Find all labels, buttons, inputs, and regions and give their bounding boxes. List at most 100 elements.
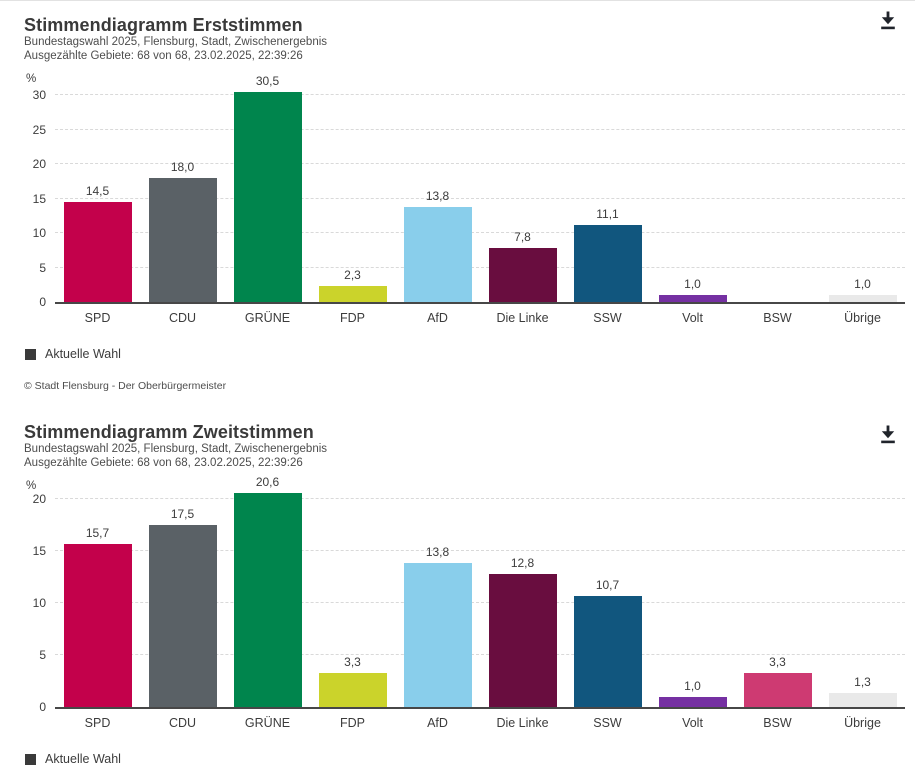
bar-value-label: 13,8 [425, 545, 450, 560]
bar-slot-bsw [735, 86, 820, 302]
chart-title: Stimmendiagramm Erststimmen [24, 15, 303, 35]
gridline [55, 128, 905, 130]
bar-die-linke [488, 573, 557, 707]
bar-slot-spd: 14,5 [55, 86, 140, 302]
bar--brige [828, 295, 897, 302]
bar-slot-bsw: 3,3 [735, 493, 820, 707]
bar-ssw [573, 225, 642, 302]
legend-swatch [25, 348, 36, 360]
chart-status-line: Ausgezählte Gebiete: 68 von 68, 23.02.20… [24, 49, 303, 62]
y-axis-tick-label: 10 [32, 596, 46, 610]
x-axis-category-label: BSW [763, 311, 792, 325]
x-axis-category-label: SPD [84, 716, 111, 730]
gridline [55, 498, 905, 499]
legend-label: Aktuelle Wahl [45, 752, 121, 766]
download-button[interactable] [875, 423, 901, 449]
x-axis-category-label: FDP [340, 716, 365, 730]
x-axis-category-label: CDU [168, 311, 197, 325]
bar-afd [403, 206, 472, 302]
gridline [55, 197, 905, 199]
y-axis-tick-label: 10 [32, 226, 46, 240]
bar-value-label: 14,5 [85, 183, 110, 198]
bar-slot-gr-ne: 30,5 [225, 74, 310, 302]
bar-spd [63, 543, 132, 707]
bar-slot-fdp: 3,3 [310, 493, 395, 707]
bar-value-label: 20,6 [255, 474, 280, 489]
bar-afd [403, 563, 472, 707]
bar-cdu [148, 525, 217, 707]
bar-spd [63, 201, 132, 302]
bar-value-label: 7,8 [514, 230, 531, 245]
gridline [55, 94, 905, 95]
chart-status-line: Ausgezählte Gebiete: 68 von 68, 23.02.20… [24, 456, 303, 469]
plot-area: 0 5 10 15 20 15,7 17,5 20,6 3,3 13,8 12,8 10,7 1,0 3,… [33, 475, 905, 714]
chart-erststimmen: Stimmendiagramm Erststimmen Bundestagswa… [0, 1, 915, 392]
x-axis-category-label: AfD [427, 311, 448, 325]
download-button[interactable] [875, 9, 901, 35]
bar-value-label: 12,8 [510, 555, 535, 570]
bar-slot-die-linke: 7,8 [480, 86, 565, 302]
bar-value-label: 13,8 [425, 188, 450, 203]
bar-die-linke [488, 248, 557, 302]
y-axis-tick-label: 5 [39, 648, 46, 662]
bar-slot--brige: 1,3 [820, 493, 905, 707]
bar-value-label: 15,7 [85, 525, 110, 540]
bar-slot-volt: 1,0 [650, 493, 735, 707]
legend: Aktuelle Wahl [25, 347, 905, 361]
bar-value-label: 3,3 [344, 654, 361, 669]
y-axis-tick-label: 5 [39, 260, 46, 275]
bar-value-label: 18,0 [170, 159, 195, 174]
bar-slot-cdu: 17,5 [140, 493, 225, 707]
y-axis-tick-label: 0 [39, 295, 46, 309]
y-axis-tick-label: 30 [32, 88, 46, 102]
x-axis-category-label: BSW [763, 716, 792, 730]
bar-ssw [573, 595, 642, 707]
bar-slot-ssw: 11,1 [565, 86, 650, 302]
download-icon [877, 9, 899, 35]
gridline [55, 266, 905, 268]
legend-swatch [25, 753, 36, 765]
x-axis-category-label: GRÜNE [244, 716, 291, 730]
chart-zweitstimmen: Stimmendiagramm Zweitstimmen Bundestagsw… [0, 421, 915, 766]
x-axis-category-label: GRÜNE [244, 311, 291, 325]
y-axis-tick-label: 15 [32, 544, 46, 558]
download-icon [877, 423, 899, 449]
legend: Aktuelle Wahl [25, 752, 905, 766]
bar-value-label: 1,0 [854, 277, 871, 292]
chart-subtitle: Bundestagswahl 2025, Flensburg, Stadt, Z… [24, 36, 328, 48]
bar-bsw [743, 672, 812, 707]
bar-value-label: 30,5 [255, 73, 280, 88]
x-axis-category-label: Übrige [844, 716, 881, 730]
gridline [55, 602, 905, 603]
bar-fdp [318, 286, 387, 302]
bar-slot-fdp: 2,3 [310, 86, 395, 302]
x-axis-category-label: SSW [593, 716, 622, 730]
bar-slot-afd: 13,8 [395, 86, 480, 302]
bar-slot-volt: 1,0 [650, 86, 735, 302]
bar-fdp [318, 672, 387, 707]
bar-gr-ne [233, 91, 302, 302]
bar-slot-cdu: 18,0 [140, 86, 225, 302]
bar-cdu [148, 177, 217, 302]
gridline [55, 232, 905, 233]
x-axis-category-label: Die Linke [496, 716, 549, 730]
bar-value-label: 1,0 [684, 678, 701, 693]
bar-value-label: 10,7 [595, 577, 620, 592]
x-axis-category-label: AfD [427, 716, 448, 730]
chart-title: Stimmendiagramm Zweitstimmen [24, 422, 314, 442]
bar-volt [658, 696, 727, 707]
bar-slot--brige: 1,0 [820, 86, 905, 302]
x-axis-category-label: CDU [168, 716, 197, 730]
bar-group: 15,7 17,5 20,6 3,3 13,8 12,8 10,7 1,0 3,3 1,3 [55, 475, 905, 707]
bar-value-label: 1,3 [854, 675, 871, 690]
x-axis-category-label: SSW [593, 311, 622, 325]
gridline [55, 550, 905, 551]
y-axis-tick-label: 25 [32, 122, 46, 137]
copyright-note: © Stadt Flensburg - Der Oberbürgermeiste… [24, 380, 227, 392]
chart-subtitle: Bundestagswahl 2025, Flensburg, Stadt, Z… [24, 443, 328, 455]
x-axis-labels: SPD CDU GRÜNE FDP AfD Die Linke SSW Volt BSW Übri… [55, 716, 905, 731]
bar-slot-die-linke: 12,8 [480, 493, 565, 707]
bar-slot-gr-ne: 20,6 [225, 475, 310, 707]
x-axis-category-label: Volt [682, 311, 703, 325]
